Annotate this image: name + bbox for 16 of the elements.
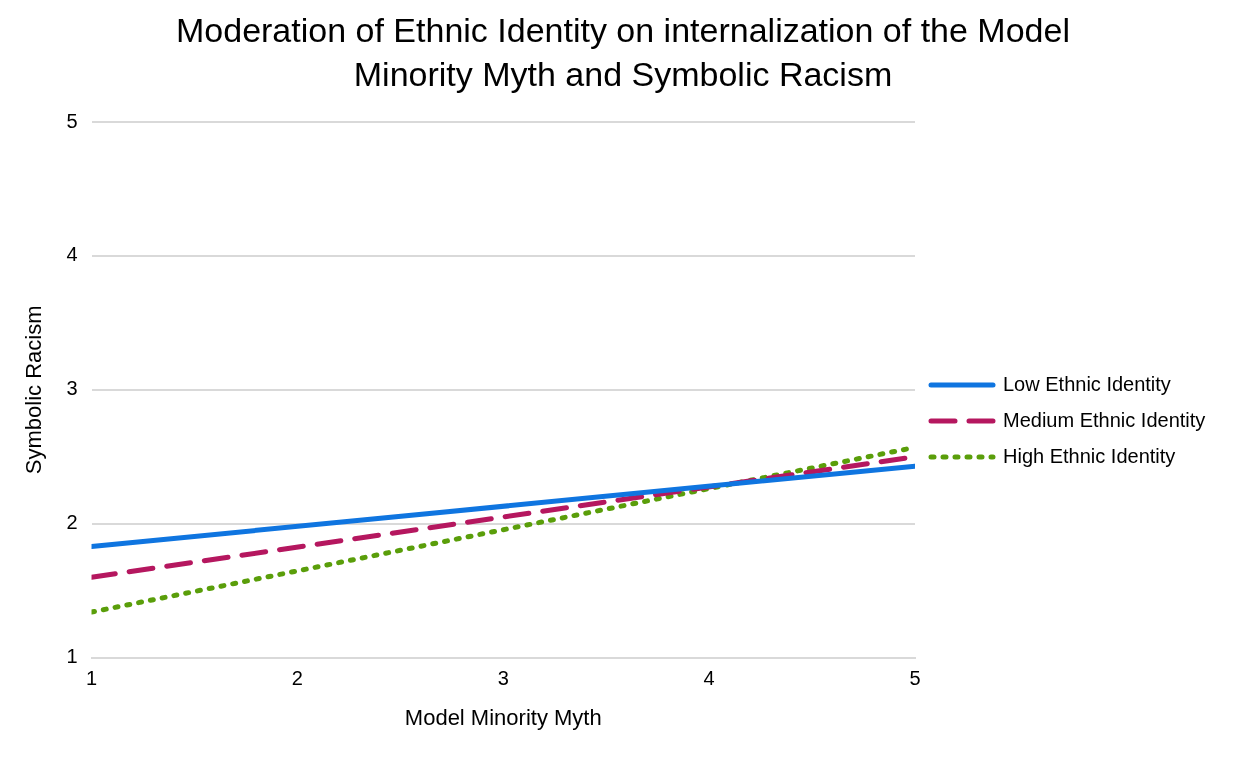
x-tick-label: 1	[85, 667, 98, 690]
y-tick-label: 5	[66, 109, 78, 132]
y-tick-label: 2	[66, 511, 78, 534]
x-tick-label: 3	[497, 667, 509, 690]
legend-label: Medium Ethnic Identity	[1003, 408, 1206, 431]
x-tick-label: 4	[703, 667, 715, 690]
x-tick-label: 5	[909, 667, 921, 690]
x-tick-label: 2	[291, 667, 303, 690]
legend-label: High Ethnic Identity	[1003, 444, 1176, 467]
y-tick-label: 3	[66, 377, 78, 400]
x-axis-title: Model Minority Myth	[404, 704, 602, 730]
chart-title: Moderation of Ethnic Identity on internalization of the Model Minority Myth and Symbolic Racism	[175, 10, 1071, 95]
y-axis-title: Symbolic Racism	[21, 305, 47, 475]
y-tick-label: 1	[66, 645, 78, 668]
y-tick-label: 4	[66, 243, 78, 266]
legend-label: Low Ethnic Identity	[1003, 372, 1171, 395]
